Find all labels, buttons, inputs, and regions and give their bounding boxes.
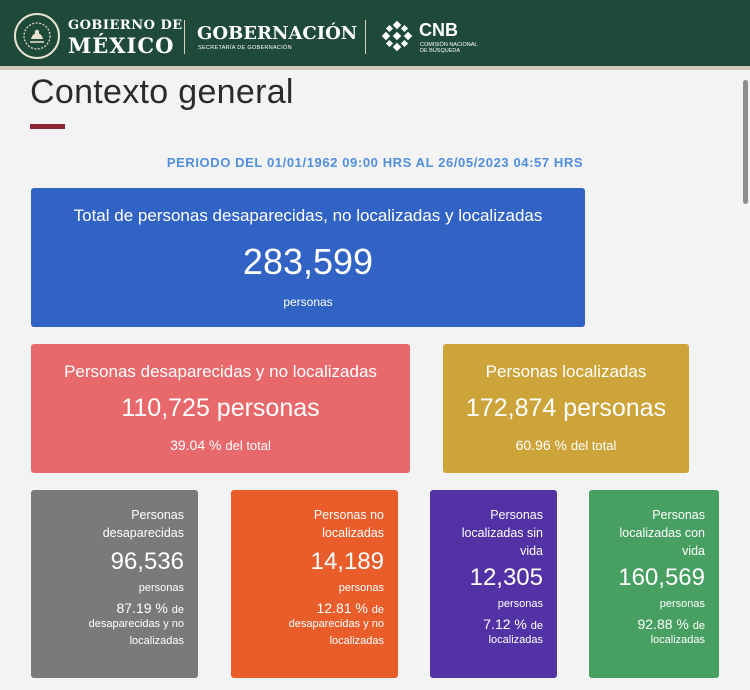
card-value: 12,305 <box>469 564 543 591</box>
percent-ref: de <box>371 604 384 616</box>
card-percent: 60.96 % del total <box>443 437 689 453</box>
percent-suffix: del total <box>570 438 617 453</box>
card-label: Personas localizadas con vida <box>589 506 705 560</box>
localizadas-card: Personas localizadas 172,874 personas 60… <box>443 344 689 473</box>
period-text: PERIODO DEL 01/01/1962 09:00 HRS AL 26/0… <box>166 155 584 170</box>
scrollbar-thumb[interactable] <box>743 80 748 204</box>
card-label: Personas localizadas <box>485 362 647 381</box>
ref-line: desaparecidas y no <box>88 618 184 630</box>
card-ref: localizadas <box>589 632 705 649</box>
gobernacion-logo-text: GOBERNACIÓN <box>197 23 358 44</box>
ref-line: localizadas <box>650 634 705 646</box>
ref-line: localizadas <box>329 635 384 647</box>
card-value: 14,189 <box>310 548 384 575</box>
card-ref: localizadas <box>430 632 543 649</box>
gobierno-line1: GOBIERNO DE <box>68 18 183 33</box>
percent-ref: de <box>530 620 543 632</box>
gobernacion-subtitle: SECRETARÍA DE GOBERNACIÓN <box>198 45 292 51</box>
percent-value: 92.88 % <box>637 616 689 632</box>
label-line: Personas <box>490 508 543 522</box>
total-label: Total de personas desaparecidas, no loca… <box>73 206 543 225</box>
card-value: 172,874 personas <box>465 394 667 422</box>
label-line: vida <box>520 544 543 558</box>
label-line: localizadas sin <box>461 526 543 540</box>
header-divider <box>184 20 185 54</box>
card-unit: personas <box>338 582 384 594</box>
label-line: Personas <box>131 508 184 522</box>
percent-suffix: del total <box>225 438 271 453</box>
header-divider <box>365 20 366 54</box>
card-unit: personas <box>497 598 543 610</box>
ref-line: localizadas <box>488 634 543 646</box>
label-line: Personas no <box>313 508 384 522</box>
total-unit: personas <box>283 295 333 309</box>
card-value: 110,725 personas <box>121 394 320 422</box>
percent-ref: de <box>171 604 184 616</box>
localizadas-sin-vida-card: Personas localizadas sin vida 12,305 perso… <box>430 490 557 678</box>
gobierno-line2: MÉXICO <box>68 33 175 58</box>
percent-ref: de <box>692 620 705 632</box>
card-label: Personas desaparecidas <box>31 506 184 542</box>
card-label: Personas desaparecidas y no localizadas <box>64 362 377 381</box>
cnb-logo-text: CNB <box>419 20 458 40</box>
cnb-subtitle: COMISIÓN NACIONAL DE BÚSQUEDA <box>420 42 478 54</box>
card-unit: personas <box>138 582 184 594</box>
scrollbar-track[interactable] <box>738 74 750 690</box>
ref-line: localizadas <box>129 635 184 647</box>
card-percent: 12.81 % de <box>231 600 384 616</box>
label-line: localizadas <box>322 526 384 540</box>
percent-value: 7.12 % <box>483 616 527 632</box>
site-header: GOBIERNO DE MÉXICO GOBERNACIÓN SECRETARÍ… <box>0 0 750 70</box>
title-underline <box>30 124 65 129</box>
percent-value: 39.04 % <box>170 437 222 453</box>
no-localizadas-card: Personas no localizadas 14,189 personas 1… <box>231 490 398 678</box>
desaparecidas-no-localizadas-card: Personas desaparecidas y no localizadas … <box>31 344 410 473</box>
cnb-logo-icon <box>381 20 413 57</box>
label-line: Personas <box>652 508 705 522</box>
ref-line: desaparecidas y no <box>288 618 384 630</box>
desaparecidas-card: Personas desaparecidas 96,536 personas 87… <box>31 490 198 678</box>
card-unit: personas <box>659 598 705 610</box>
card-percent: 39.04 % del total <box>31 437 410 453</box>
mexico-coat-of-arms-icon <box>14 13 60 59</box>
total-value: 283,599 <box>242 241 374 282</box>
label-line: localizadas con <box>619 526 705 540</box>
percent-value: 12.81 % <box>316 600 368 616</box>
total-card: Total de personas desaparecidas, no loca… <box>31 188 585 327</box>
card-percent: 7.12 % de <box>430 616 543 632</box>
card-ref: desaparecidas y no localizadas <box>31 616 184 650</box>
percent-value: 60.96 % <box>515 437 567 453</box>
card-ref: desaparecidas y no localizadas <box>231 616 384 650</box>
card-percent: 87.19 % de <box>31 600 184 616</box>
page-title: Contexto general <box>30 73 294 111</box>
label-line: desaparecidas <box>102 526 184 540</box>
card-value: 160,569 <box>618 564 705 591</box>
label-line: vida <box>682 544 705 558</box>
localizadas-con-vida-card: Personas localizadas con vida 160,569 pers… <box>589 490 719 678</box>
card-label: Personas no localizadas <box>231 506 384 542</box>
card-label: Personas localizadas sin vida <box>430 506 543 560</box>
card-percent: 92.88 % de <box>589 616 705 632</box>
card-value: 96,536 <box>110 548 184 575</box>
percent-value: 87.19 % <box>116 600 168 616</box>
